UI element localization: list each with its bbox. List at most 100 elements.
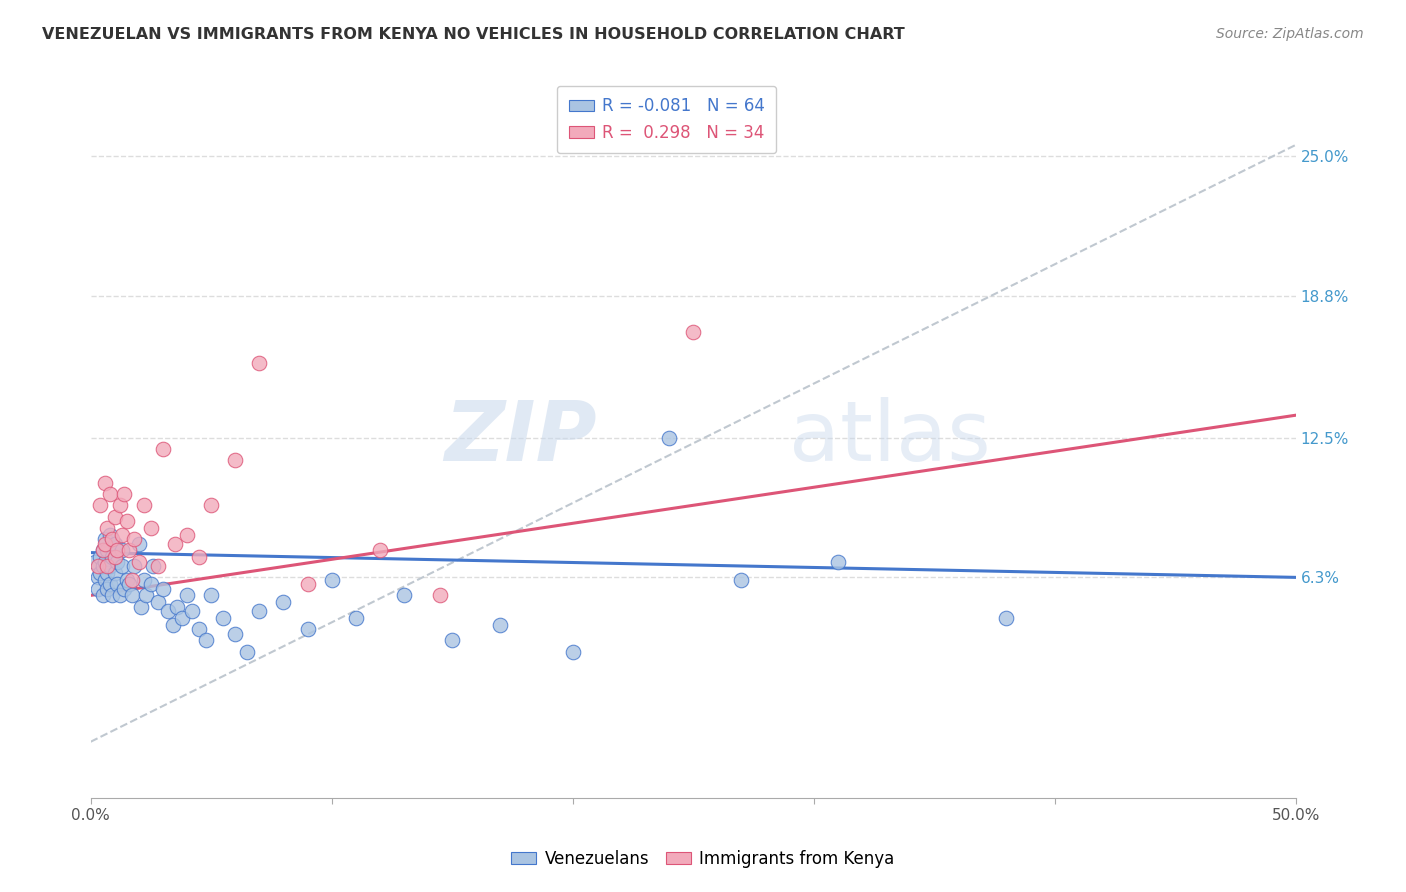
Point bbox=[89, 498, 111, 512]
Point bbox=[139, 521, 162, 535]
Point bbox=[200, 498, 222, 512]
Point bbox=[104, 550, 127, 565]
Text: atlas: atlas bbox=[790, 397, 991, 478]
Point bbox=[658, 431, 681, 445]
Point bbox=[91, 559, 114, 574]
Point bbox=[273, 595, 295, 609]
Point bbox=[96, 543, 118, 558]
Point bbox=[121, 573, 143, 587]
Point bbox=[105, 555, 128, 569]
Point bbox=[176, 588, 198, 602]
Point bbox=[730, 573, 752, 587]
Point bbox=[112, 487, 135, 501]
Point bbox=[98, 559, 121, 574]
Point bbox=[84, 555, 107, 569]
Point bbox=[142, 559, 165, 574]
Point bbox=[111, 559, 134, 574]
Point bbox=[111, 527, 134, 541]
Point bbox=[489, 617, 512, 632]
Point bbox=[87, 570, 110, 584]
Point bbox=[115, 514, 138, 528]
Point bbox=[96, 521, 118, 535]
Point bbox=[104, 536, 127, 550]
Point bbox=[118, 577, 141, 591]
Point bbox=[297, 577, 319, 591]
Point bbox=[321, 573, 343, 587]
Point bbox=[108, 588, 131, 602]
Point bbox=[561, 645, 583, 659]
Point bbox=[152, 582, 174, 596]
Point bbox=[115, 573, 138, 587]
Point bbox=[96, 582, 118, 596]
Point bbox=[166, 599, 188, 614]
Point bbox=[129, 599, 152, 614]
Point bbox=[91, 543, 114, 558]
Point bbox=[96, 566, 118, 580]
Point bbox=[104, 509, 127, 524]
Point bbox=[139, 577, 162, 591]
Point bbox=[172, 611, 194, 625]
Point bbox=[89, 566, 111, 580]
Point bbox=[135, 588, 157, 602]
Point bbox=[122, 559, 145, 574]
Point bbox=[98, 577, 121, 591]
Point bbox=[105, 577, 128, 591]
Point bbox=[91, 543, 114, 558]
Point bbox=[94, 555, 117, 569]
Point bbox=[118, 543, 141, 558]
Point bbox=[98, 527, 121, 541]
Point bbox=[152, 442, 174, 456]
Point bbox=[89, 550, 111, 565]
Point bbox=[91, 588, 114, 602]
Point bbox=[176, 527, 198, 541]
Point bbox=[122, 532, 145, 546]
Point bbox=[96, 559, 118, 574]
Text: VENEZUELAN VS IMMIGRANTS FROM KENYA NO VEHICLES IN HOUSEHOLD CORRELATION CHART: VENEZUELAN VS IMMIGRANTS FROM KENYA NO V… bbox=[42, 27, 905, 42]
Point bbox=[132, 573, 155, 587]
Point bbox=[195, 633, 218, 648]
Point bbox=[94, 475, 117, 490]
Point bbox=[429, 588, 451, 602]
Point bbox=[111, 543, 134, 558]
Point bbox=[200, 588, 222, 602]
Point bbox=[108, 498, 131, 512]
Point bbox=[163, 536, 186, 550]
Point bbox=[156, 604, 179, 618]
Point bbox=[297, 622, 319, 636]
Point bbox=[87, 559, 110, 574]
Point bbox=[132, 498, 155, 512]
Point bbox=[105, 543, 128, 558]
Point bbox=[392, 588, 415, 602]
Point bbox=[188, 550, 211, 565]
Point bbox=[87, 582, 110, 596]
Legend: R = -0.081   N = 64, R =  0.298   N = 34: R = -0.081 N = 64, R = 0.298 N = 34 bbox=[557, 86, 776, 153]
Point bbox=[101, 532, 124, 546]
Point bbox=[146, 595, 169, 609]
Point bbox=[188, 622, 211, 636]
Point bbox=[212, 611, 235, 625]
Legend: Venezuelans, Immigrants from Kenya: Venezuelans, Immigrants from Kenya bbox=[505, 844, 901, 875]
Point bbox=[224, 626, 246, 640]
Point bbox=[94, 536, 117, 550]
Point bbox=[146, 559, 169, 574]
Point bbox=[94, 532, 117, 546]
Point bbox=[94, 573, 117, 587]
Point bbox=[827, 555, 849, 569]
Point bbox=[101, 588, 124, 602]
Point bbox=[682, 325, 704, 339]
Text: ZIP: ZIP bbox=[444, 397, 596, 478]
Point bbox=[247, 604, 270, 618]
Point bbox=[236, 645, 259, 659]
Point bbox=[995, 611, 1018, 625]
Point bbox=[104, 566, 127, 580]
Point bbox=[180, 604, 202, 618]
Point bbox=[112, 582, 135, 596]
Point bbox=[162, 617, 184, 632]
Point bbox=[344, 611, 367, 625]
Text: Source: ZipAtlas.com: Source: ZipAtlas.com bbox=[1216, 27, 1364, 41]
Point bbox=[128, 536, 150, 550]
Point bbox=[101, 550, 124, 565]
Point bbox=[128, 555, 150, 569]
Point bbox=[121, 588, 143, 602]
Point bbox=[368, 543, 391, 558]
